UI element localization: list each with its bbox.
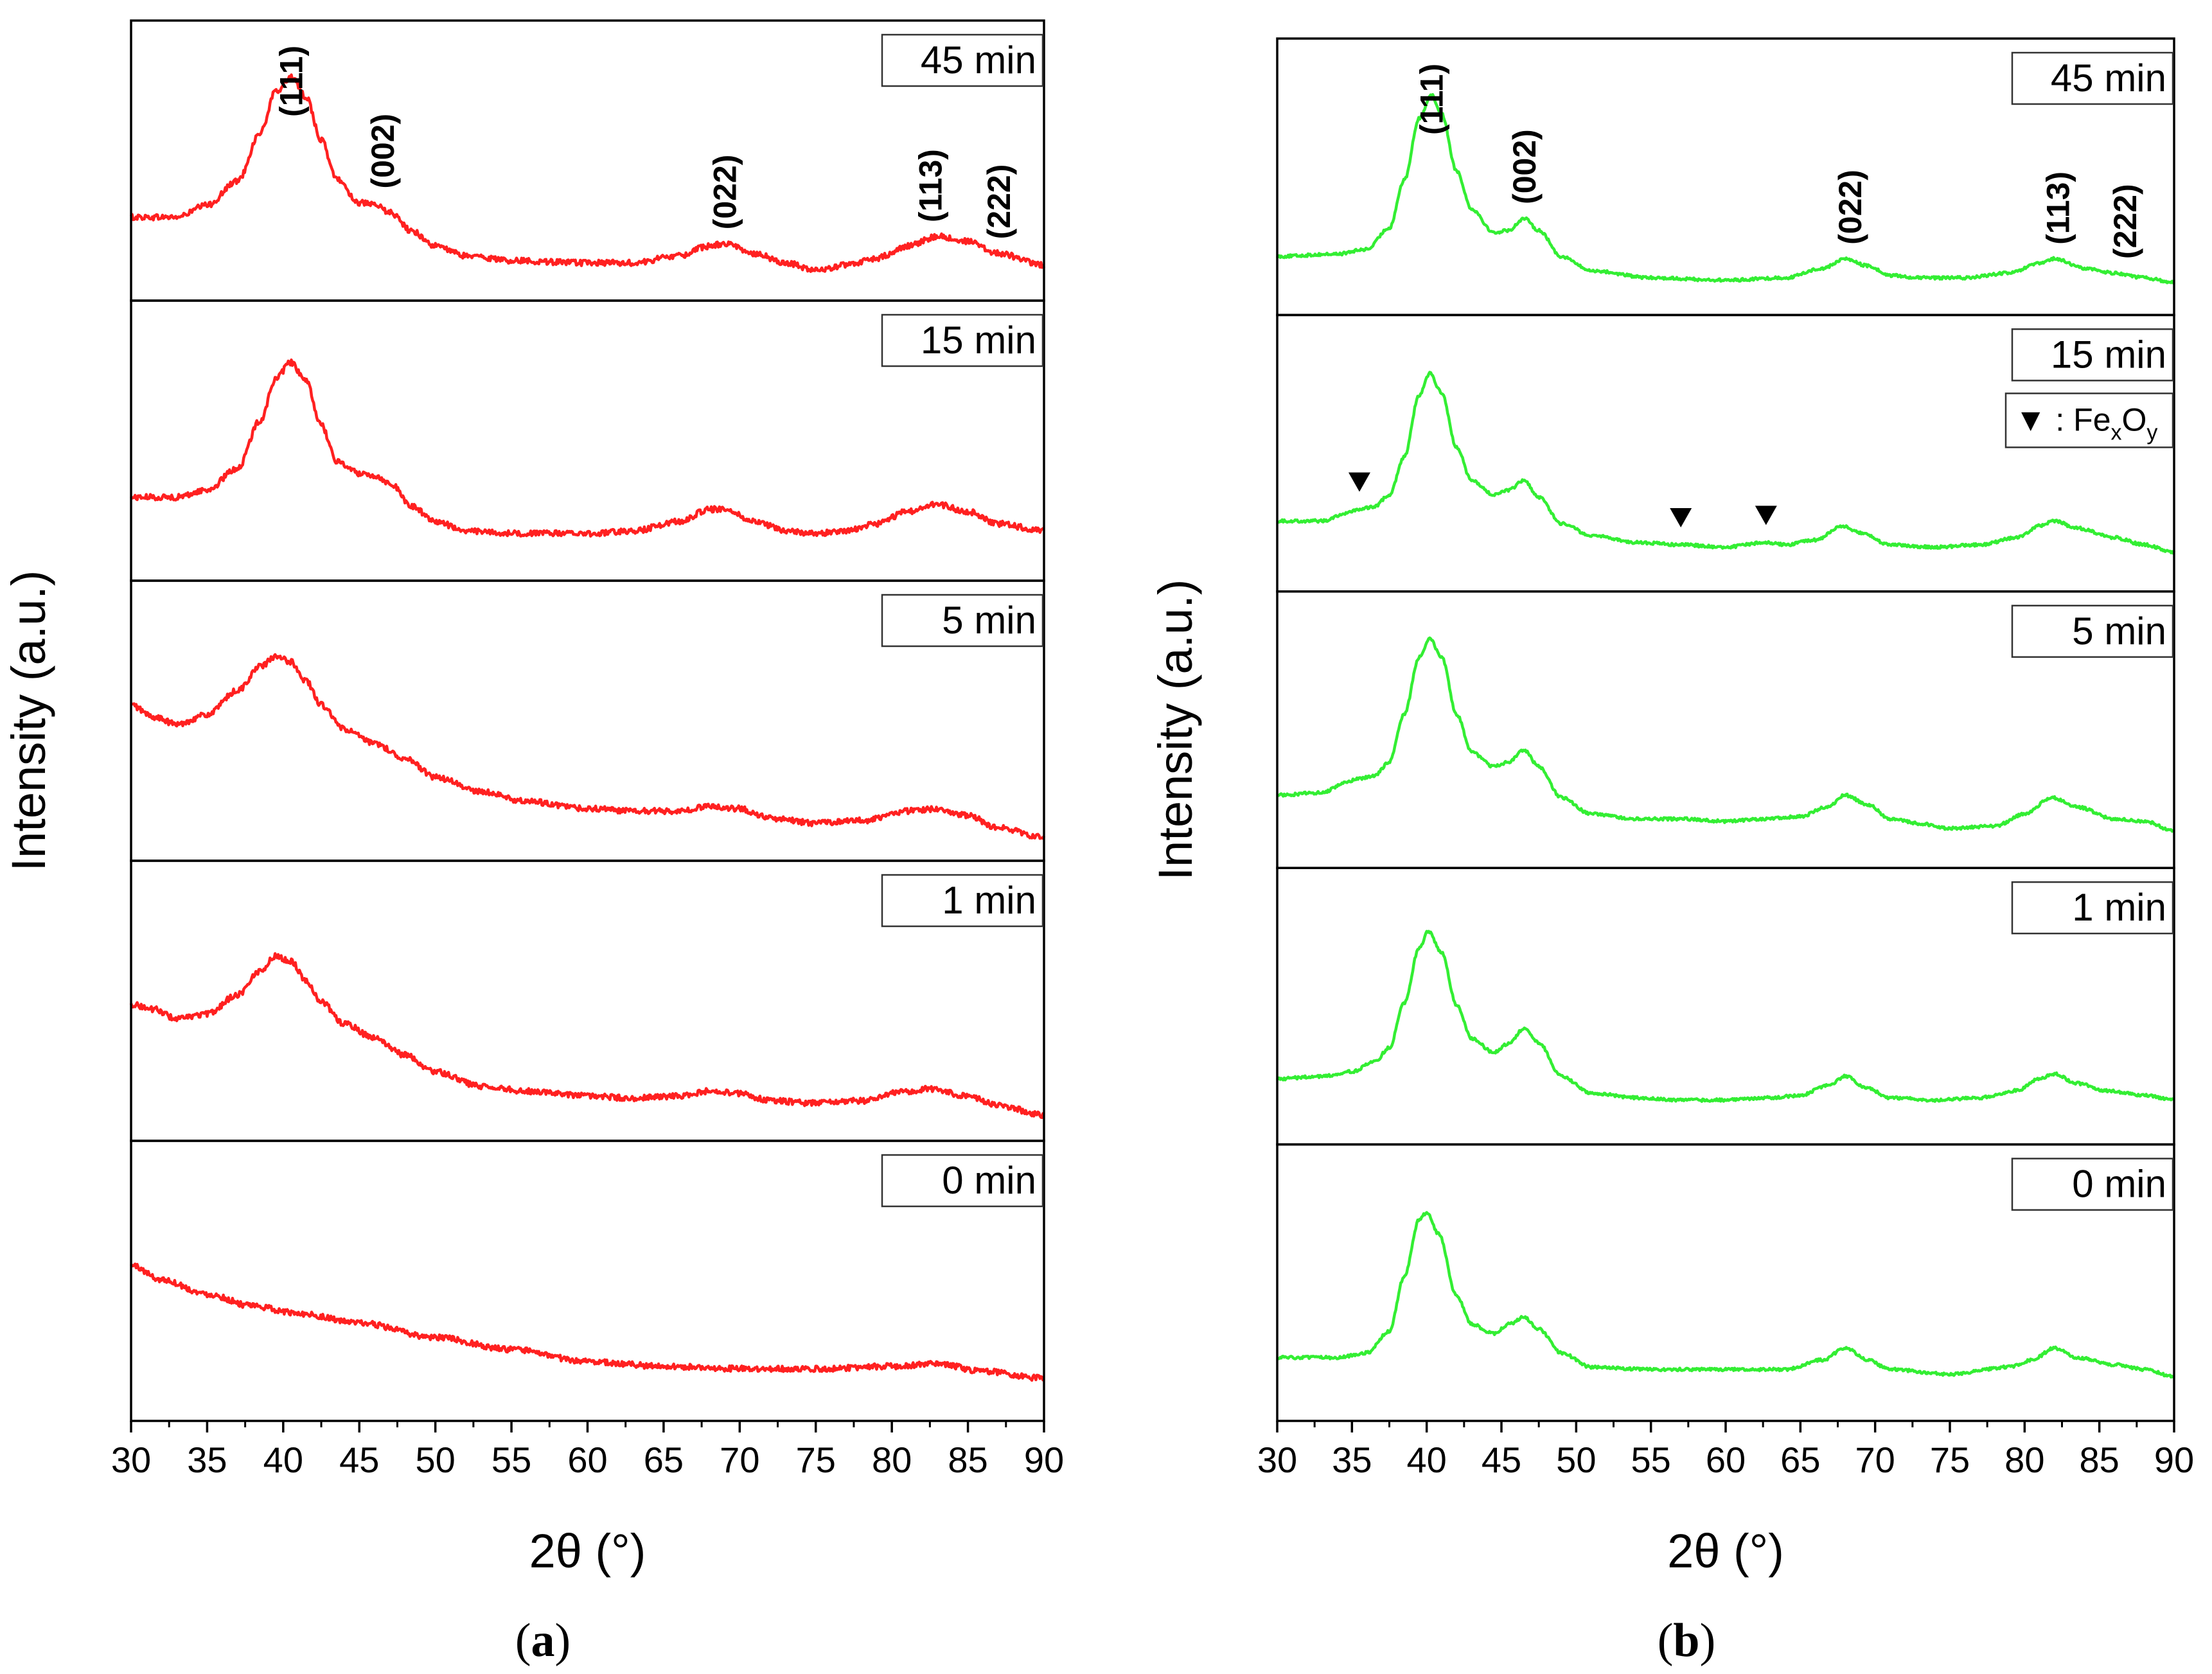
subplot-45-min: 45 min (111) (002) (022) (113) (222) [130, 19, 1046, 302]
peak-label-111: (111) [1414, 64, 1450, 135]
x-tick-label: 50 [416, 1440, 456, 1480]
time-label-box [2011, 328, 2174, 382]
peak-label-113: (113) [912, 149, 948, 222]
panel-a: 45 min (111) (002) (022) (113) (222) 15 min 5 m… [2, 19, 1064, 1578]
subplot-15-min: 15 min [130, 299, 1045, 582]
panel-a-label: (a) [515, 1614, 571, 1667]
x-tick-label: 35 [1332, 1440, 1372, 1480]
fexoy-marker-2 [1755, 506, 1777, 525]
x-tick-label: 45 [339, 1440, 379, 1480]
time-label-box [881, 313, 1044, 367]
subplot-1-min: 1 min [129, 859, 1045, 1142]
panel-a-letter: a [531, 1614, 555, 1667]
x-tick-label: 90 [2154, 1440, 2194, 1480]
peak-label-002: (002) [365, 114, 401, 189]
y-axis-title: Intensity (a.u.) [2, 570, 55, 872]
x-tick-label: 35 [187, 1440, 227, 1480]
panel-b-label: (b) [1658, 1614, 1715, 1667]
x-axis-title: 2θ (°) [1667, 1524, 1784, 1578]
subplot-0-min: 0 min [130, 1140, 1045, 1422]
time-label-box [2011, 51, 2174, 105]
time-label: 0 min [942, 1159, 1036, 1202]
x-axis: 30 35 40 45 50 55 60 65 70 75 80 85 90 2θ (°) [111, 1421, 1064, 1578]
time-label: 5 min [2072, 610, 2166, 653]
series-line-1-min [1276, 930, 2175, 1103]
series-line-5-min [130, 653, 1046, 840]
x-tick-label: 55 [491, 1440, 531, 1480]
x-tick-label: 30 [1257, 1440, 1297, 1480]
time-label: 1 min [942, 879, 1036, 922]
series-line-0-min [130, 1262, 1045, 1382]
x-tick-label: 60 [1706, 1440, 1746, 1480]
time-label: 1 min [2072, 886, 2166, 929]
x-tick-label: 45 [1482, 1440, 1521, 1480]
time-label-box [2011, 881, 2174, 935]
x-tick-label: 55 [1631, 1440, 1671, 1480]
time-label-box [881, 1154, 1044, 1208]
x-axis-title: 2θ (°) [529, 1524, 646, 1578]
x-tick-label: 65 [644, 1440, 684, 1480]
x-tick-label: 80 [2004, 1440, 2044, 1480]
time-label-box [2011, 1158, 2174, 1211]
x-tick-label: 85 [948, 1440, 987, 1480]
x-tick-label: 40 [263, 1440, 303, 1480]
x-tick-label: 75 [1930, 1440, 1970, 1480]
time-label-box [881, 33, 1044, 87]
series-line-15-min [130, 358, 1045, 538]
legend-text-part-3: y [2146, 420, 2157, 445]
peak-label-113: (113) [2040, 172, 2076, 245]
peak-label-111: (111) [274, 46, 310, 117]
panel-b-letter: b [1673, 1614, 1699, 1667]
x-tick-label: 70 [1855, 1440, 1895, 1480]
x-tick-label: 50 [1556, 1440, 1596, 1480]
legend-text: ▼ : FexOy [2015, 401, 2157, 445]
y-axis-title: Intensity (a.u.) [1149, 579, 1202, 881]
peak-label-022: (022) [707, 155, 743, 230]
fexoy-marker-0 [1348, 472, 1370, 492]
peak-label-222: (222) [2107, 184, 2143, 259]
time-label: 15 min [2051, 333, 2166, 376]
peak-label-022: (022) [1832, 170, 1868, 245]
x-tick-label: 65 [1780, 1440, 1820, 1480]
subplot-45-min: 45 min (111) (002) (022) (113) (222) [1276, 37, 2175, 317]
series-line-0-min [1277, 1211, 2175, 1379]
legend-text-part-0: ▼ : Fe [2015, 401, 2111, 437]
x-tick-label: 80 [872, 1440, 912, 1480]
time-label-box [881, 874, 1044, 928]
subplot-15-min: 15 min ▼ : FexOy [1276, 313, 2176, 593]
legend-box [2004, 392, 2174, 448]
peak-label-222: (222) [981, 164, 1017, 240]
legend-text-part-2: O [2122, 401, 2147, 437]
series-line-45-min [1276, 93, 2175, 285]
x-tick-label: 30 [111, 1440, 151, 1480]
x-axis: 30 35 40 45 50 55 60 65 70 75 80 85 90 2θ (°) [1257, 1421, 2194, 1578]
subplot-5-min: 5 min [1276, 590, 2175, 869]
time-label: 5 min [942, 599, 1036, 642]
time-label: 15 min [921, 319, 1036, 362]
x-tick-label: 40 [1407, 1440, 1447, 1480]
time-label: 0 min [2072, 1163, 2166, 1206]
time-label-box [2011, 604, 2174, 658]
fexoy-marker-1 [1670, 508, 1692, 528]
x-tick-label: 70 [720, 1440, 759, 1480]
x-tick-label: 90 [1024, 1440, 1064, 1480]
subplot-1-min: 1 min [1276, 867, 2175, 1146]
time-label: 45 min [921, 39, 1036, 82]
time-label-box [881, 594, 1044, 648]
subplot-5-min: 5 min [130, 579, 1046, 862]
time-label: 45 min [2051, 57, 2166, 100]
x-tick-label: 60 [567, 1440, 607, 1480]
x-tick-label: 75 [796, 1440, 836, 1480]
x-tick-label: 85 [2080, 1440, 2119, 1480]
peak-label-002: (002) [1507, 129, 1543, 204]
panel-b: 45 min (111) (002) (022) (113) (222) 15 min ▼ :… [1149, 37, 2194, 1578]
series-line-1-min [129, 952, 1045, 1120]
series-line-45-min [130, 73, 1046, 273]
legend-text-part-1: x [2111, 420, 2122, 445]
series-line-15-min [1277, 371, 2176, 555]
subplot-0-min: 0 min [1276, 1143, 2175, 1422]
series-line-5-min [1276, 636, 2175, 833]
